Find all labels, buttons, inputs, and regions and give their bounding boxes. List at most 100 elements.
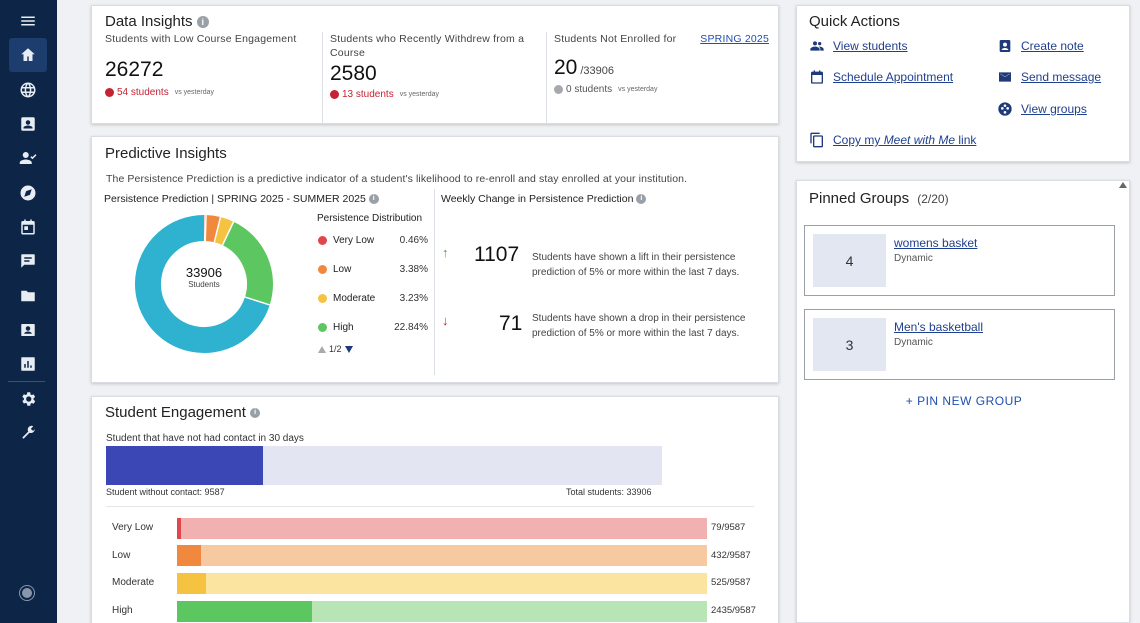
schedule-appointment-link[interactable]: Schedule Appointment (833, 70, 954, 84)
send-message-action[interactable]: Send message (997, 69, 1101, 85)
metric-value: 20 (554, 56, 578, 79)
pin-new-group-button[interactable]: + PIN NEW GROUP (905, 394, 1023, 408)
term-link[interactable]: SPRING 2025 (700, 33, 769, 45)
account-icon[interactable] (20, 586, 34, 600)
engagement-bar[interactable] (177, 518, 707, 539)
home-icon[interactable] (9, 38, 47, 72)
info-icon[interactable]: i (636, 194, 647, 205)
pinned-groups-card: Pinned Groups (2/20) 4 womens basket Dyn… (796, 180, 1130, 623)
persistence-donut-chart (135, 215, 273, 353)
legend-dot (318, 265, 327, 274)
pinned-groups-title: Pinned Groups (809, 190, 910, 207)
donut-segment-remaining[interactable] (135, 215, 270, 353)
pinned-group-card[interactable]: 4 womens basket Dynamic (804, 225, 1115, 296)
metric-delta: 54 students (117, 87, 169, 98)
legend-high: High 22.84% (318, 322, 428, 333)
withdrew-metric[interactable]: Students who Recently Withdrew from a Co… (330, 32, 545, 128)
engagement-row-count: 79/9587 (711, 522, 746, 533)
contact-card-icon[interactable] (9, 107, 47, 141)
arrow-down-icon: ↓ (442, 313, 449, 328)
no-contact-bar-fill (106, 446, 264, 485)
legend-dot (318, 323, 327, 332)
metric-delta: 13 students (342, 89, 394, 100)
info-icon[interactable]: i (368, 194, 379, 205)
donut-segment-low[interactable] (204, 215, 221, 243)
copy-link-suffix: link (955, 133, 977, 147)
wrench-icon[interactable] (9, 416, 47, 450)
send-message-link[interactable]: Send message (1021, 70, 1102, 84)
engagement-bar-fill (177, 601, 312, 622)
scroll-up-icon[interactable] (1119, 182, 1127, 188)
legend-label: Moderate (333, 293, 376, 304)
engagement-bar[interactable] (177, 601, 707, 622)
legend-value: 3.38% (399, 264, 428, 275)
low-engagement-metric[interactable]: Students with Low Course Engagement 2627… (105, 32, 320, 128)
view-students-link[interactable]: View students (833, 39, 908, 53)
no-contact-bar[interactable] (106, 446, 662, 485)
arrow-up-icon: ↑ (442, 245, 449, 260)
pager-text: 1/2 (329, 344, 342, 354)
group-name-link[interactable]: Men's basketball (894, 320, 984, 334)
donut-segment-high[interactable] (221, 221, 273, 305)
menu-icon[interactable] (9, 4, 47, 38)
globe-icon[interactable] (9, 73, 47, 107)
folder-icon[interactable] (9, 279, 47, 313)
legend-pager: 1/2 (318, 344, 353, 354)
view-groups-action[interactable]: View groups (997, 101, 1087, 117)
create-note-action[interactable]: Create note (997, 38, 1084, 54)
view-students-action[interactable]: View students (809, 38, 908, 54)
legend-value: 3.23% (399, 293, 428, 304)
not-enrolled-metric[interactable]: Students Not Enrolled for SPRING 2025 20… (554, 32, 769, 128)
sidebar-divider (8, 381, 45, 382)
legend-very-low: Very Low 0.46% (318, 235, 428, 246)
engagement-row-label: Low (112, 550, 131, 561)
view-groups-link[interactable]: View groups (1021, 102, 1087, 116)
calendar-icon (811, 70, 823, 84)
legend-label: Low (333, 264, 352, 275)
create-note-link[interactable]: Create note (1021, 39, 1084, 53)
down-alert-icon (105, 88, 114, 97)
settings-icon[interactable] (9, 382, 47, 416)
no-contact-label: Student that have not had contact in 30 … (106, 433, 304, 444)
legend-label: Very Low (333, 235, 375, 246)
chat-icon[interactable] (9, 244, 47, 278)
pager-down-icon[interactable] (344, 345, 353, 353)
groups-icon (998, 102, 1012, 116)
metric-vs: vs yesterday (174, 89, 215, 96)
engagement-bar-fill (177, 545, 201, 566)
id-badge-icon[interactable] (9, 313, 47, 347)
student-engagement-card: Student Engagement i Student that have n… (91, 396, 779, 623)
copy-link-italic: Meet with Me (883, 133, 956, 147)
quick-actions-card: Quick Actions View students Create note … (796, 5, 1130, 162)
report-icon[interactable] (9, 347, 47, 381)
data-insights-title: Data Insights (105, 13, 193, 30)
engagement-bar[interactable] (177, 545, 707, 566)
calendar-icon[interactable] (9, 210, 47, 244)
lift-text: Students have shown a lift in their pers… (532, 252, 740, 278)
metric-vs: vs yesterday (618, 86, 658, 93)
person-check-icon[interactable] (9, 141, 47, 175)
engagement-bar[interactable] (177, 573, 707, 594)
legend-dot (318, 236, 327, 245)
copy-meet-link-action[interactable]: Copy my Meet with Me link (809, 132, 976, 148)
pinned-group-card[interactable]: 3 Men's basketball Dynamic (804, 309, 1115, 380)
divider (546, 32, 547, 124)
copy-icon (810, 132, 823, 148)
metric-value: 26272 (105, 58, 164, 81)
info-icon[interactable]: i (196, 16, 209, 29)
donut-segment-moderate[interactable] (213, 216, 234, 246)
quick-actions-title: Quick Actions (809, 13, 900, 30)
compass-icon[interactable] (9, 176, 47, 210)
copy-meet-link[interactable]: Copy my Meet with Me link (833, 133, 976, 147)
copy-link-prefix: Copy my (833, 133, 884, 147)
predictive-insights-title: Predictive Insights (105, 145, 227, 162)
group-count: 3 (813, 318, 886, 371)
info-icon[interactable]: i (250, 408, 261, 419)
weekly-change-title: Weekly Change in Persistence Prediction (441, 193, 634, 205)
group-name-link[interactable]: womens basket (894, 236, 978, 250)
pager-up-icon[interactable] (318, 345, 326, 353)
predictive-description: The Persistence Prediction is a predicti… (106, 173, 688, 185)
donut-separator (204, 215, 207, 242)
schedule-appointment-action[interactable]: Schedule Appointment (809, 69, 953, 85)
metric-total: /33906 (580, 65, 615, 77)
